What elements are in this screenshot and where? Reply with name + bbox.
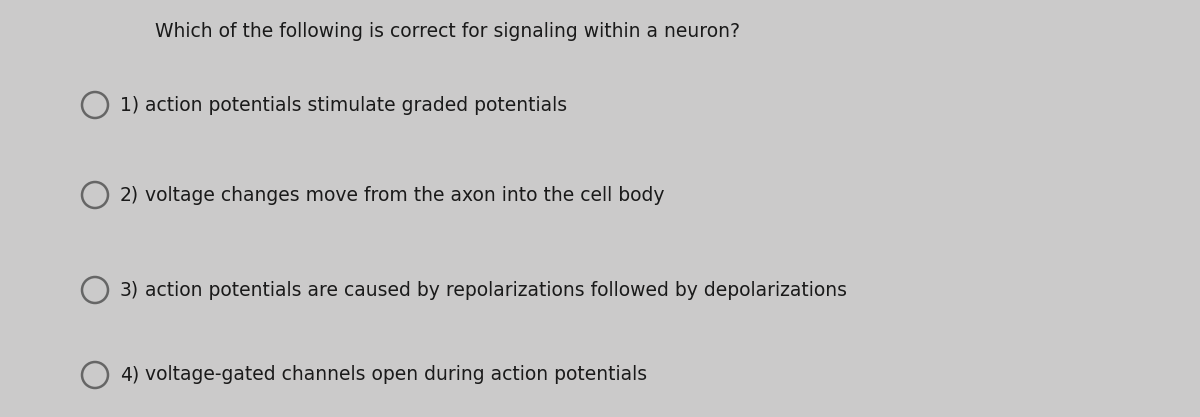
Text: 4): 4) [120, 365, 139, 384]
Text: action potentials stimulate graded potentials: action potentials stimulate graded poten… [145, 95, 568, 115]
Text: 3): 3) [120, 281, 139, 299]
Text: action potentials are caused by repolarizations followed by depolarizations: action potentials are caused by repolari… [145, 281, 847, 299]
Text: 1): 1) [120, 95, 139, 115]
Text: voltage changes move from the axon into the cell body: voltage changes move from the axon into … [145, 186, 665, 204]
Text: 2): 2) [120, 186, 139, 204]
Text: Which of the following is correct for signaling within a neuron?: Which of the following is correct for si… [155, 22, 740, 41]
Text: voltage-gated channels open during action potentials: voltage-gated channels open during actio… [145, 365, 647, 384]
